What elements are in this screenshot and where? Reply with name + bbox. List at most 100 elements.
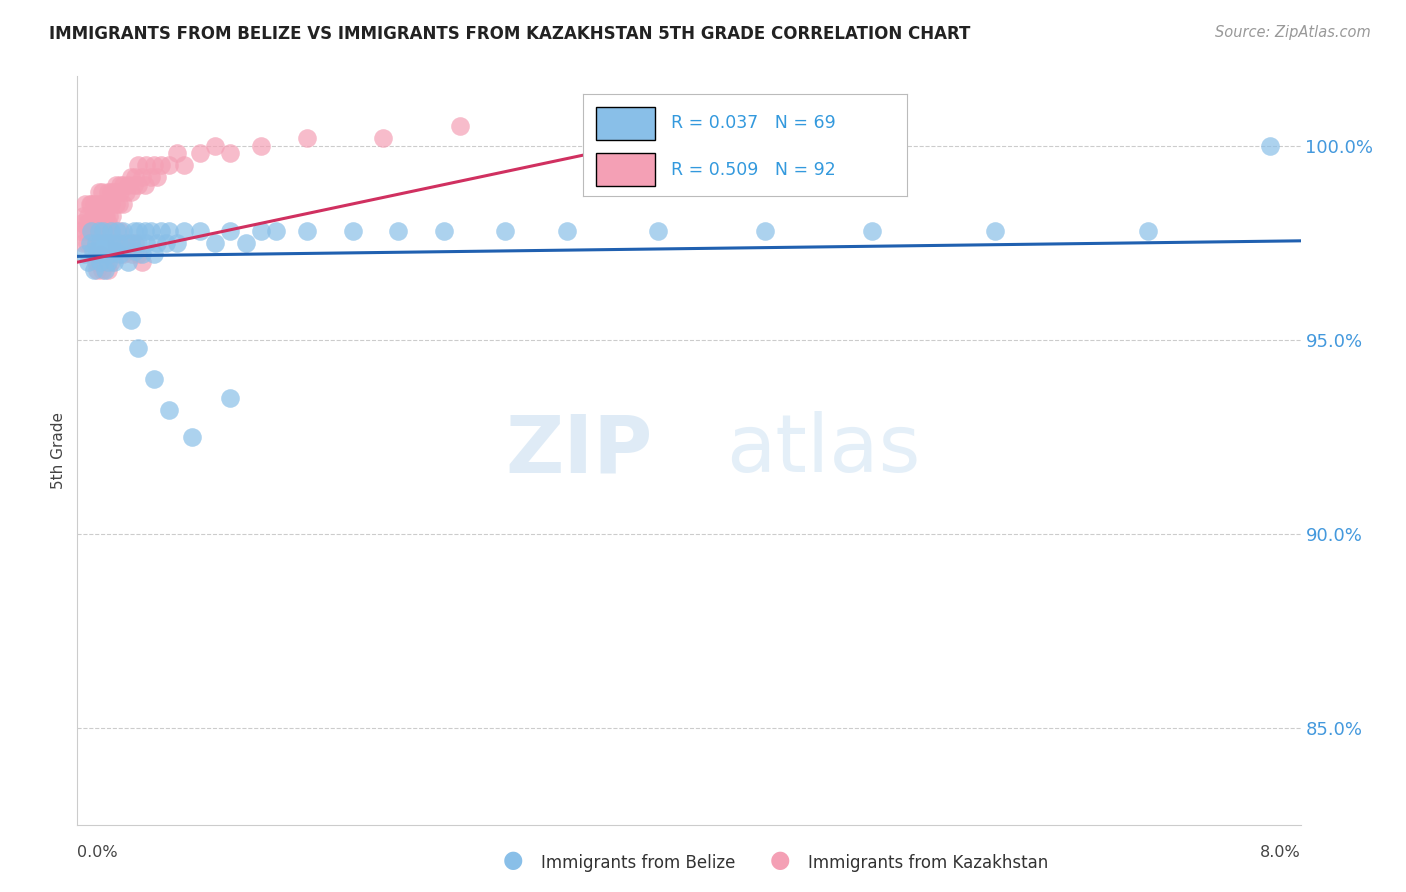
Point [112, 247, 135, 261]
Point [1258, 138, 1281, 153]
Point [89, 235, 111, 250]
Point [134, 224, 156, 238]
Point [862, 224, 884, 238]
Point [181, 430, 204, 444]
Point [82, 209, 104, 223]
Point [127, 158, 149, 172]
Point [173, 158, 195, 172]
Point [91, 197, 114, 211]
Point [387, 224, 409, 238]
Text: ●: ● [770, 848, 790, 872]
Point [115, 235, 138, 250]
Point [157, 224, 180, 238]
Point [87, 224, 110, 238]
Point [90, 247, 112, 261]
Text: Source: ZipAtlas.com: Source: ZipAtlas.com [1215, 25, 1371, 40]
Point [131, 255, 153, 269]
Point [89, 247, 111, 261]
Point [219, 224, 242, 238]
Point [97, 235, 120, 250]
Point [188, 146, 211, 161]
Text: 8.0%: 8.0% [1260, 845, 1301, 860]
Point [108, 186, 131, 200]
Point [107, 197, 129, 211]
Point [98, 197, 121, 211]
Point [70, 216, 93, 230]
Point [84, 224, 107, 238]
Point [112, 178, 135, 192]
Point [84, 209, 107, 223]
Point [84, 255, 107, 269]
Point [127, 247, 149, 261]
Y-axis label: 5th Grade: 5th Grade [51, 412, 66, 489]
Point [94, 209, 117, 223]
Point [121, 247, 143, 261]
Point [80, 197, 103, 211]
Point [166, 235, 188, 250]
Point [124, 169, 146, 184]
Point [94, 263, 117, 277]
Point [120, 169, 142, 184]
Point [131, 247, 153, 261]
Point [235, 235, 257, 250]
Point [115, 186, 138, 200]
Point [204, 138, 226, 153]
Point [105, 224, 128, 238]
Point [100, 186, 122, 200]
Point [157, 158, 180, 172]
Point [120, 235, 142, 250]
Point [139, 169, 162, 184]
Point [142, 158, 165, 172]
Point [79, 224, 101, 238]
Point [72, 209, 94, 223]
Point [117, 178, 139, 192]
Point [83, 263, 105, 277]
Point [86, 216, 108, 230]
Point [76, 216, 98, 230]
Point [204, 235, 226, 250]
Point [104, 235, 127, 250]
Point [127, 224, 149, 238]
Point [127, 178, 149, 192]
Point [97, 186, 120, 200]
Point [219, 391, 242, 405]
Text: R = 0.509   N = 92: R = 0.509 N = 92 [671, 161, 835, 178]
Point [219, 146, 242, 161]
Point [115, 235, 138, 250]
Point [264, 224, 287, 238]
Point [131, 169, 153, 184]
Point [433, 224, 456, 238]
Text: Immigrants from Kazakhstan: Immigrants from Kazakhstan [808, 855, 1049, 872]
Point [101, 235, 124, 250]
Point [135, 158, 157, 172]
Point [84, 235, 107, 250]
Point [94, 235, 117, 250]
Point [80, 224, 103, 238]
Point [103, 255, 125, 269]
Point [76, 235, 98, 250]
Point [86, 247, 108, 261]
Point [112, 224, 135, 238]
Point [107, 235, 129, 250]
Point [77, 224, 100, 238]
Point [69, 224, 91, 238]
Point [122, 224, 145, 238]
Point [82, 244, 104, 258]
Point [82, 224, 104, 238]
Text: 0.0%: 0.0% [77, 845, 118, 860]
Point [83, 216, 105, 230]
Point [120, 186, 142, 200]
Point [112, 197, 135, 211]
Point [101, 209, 124, 223]
Point [89, 197, 111, 211]
Point [371, 131, 394, 145]
Point [89, 216, 111, 230]
Point [127, 341, 149, 355]
Point [295, 131, 318, 145]
Point [89, 255, 111, 269]
Point [104, 178, 127, 192]
Point [250, 138, 273, 153]
Point [120, 313, 142, 327]
Point [142, 371, 165, 385]
Point [142, 247, 165, 261]
